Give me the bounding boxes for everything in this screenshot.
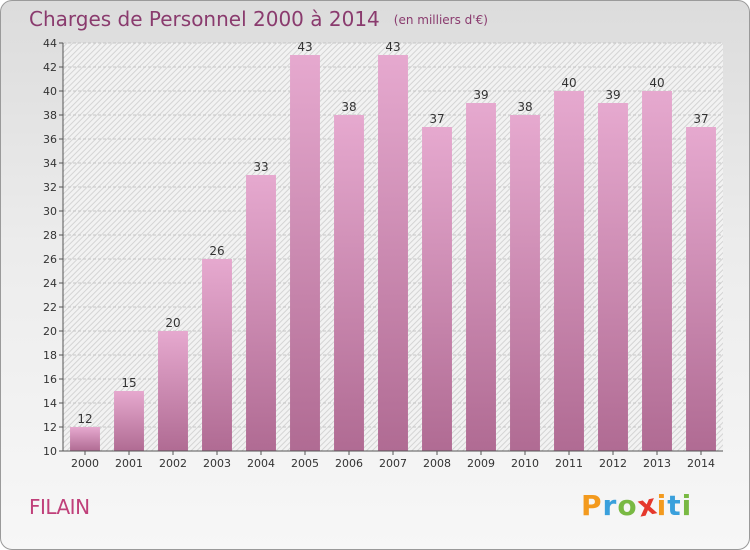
logo-letter: t — [667, 489, 682, 522]
x-tick-label-2002: 2002 — [159, 457, 187, 470]
data-label-2011: 40 — [561, 76, 576, 90]
y-tick-label: 18 — [43, 349, 57, 362]
y-tick-label: 38 — [43, 109, 57, 122]
bar-2013 — [642, 91, 672, 451]
x-tick-label-2001: 2001 — [115, 457, 143, 470]
x-tick-label-2010: 2010 — [511, 457, 539, 470]
y-tick-label: 16 — [43, 373, 57, 386]
bar-2003 — [202, 259, 232, 451]
bar-2002 — [158, 331, 188, 451]
bar-2009 — [466, 103, 496, 451]
data-label-2009: 39 — [473, 88, 488, 102]
chart-title-text: Charges de Personnel 2000 à 2014 — [29, 7, 380, 31]
logo-letter: P — [581, 489, 603, 522]
x-tick-label-2003: 2003 — [203, 457, 231, 470]
x-tick-label-2012: 2012 — [599, 457, 627, 470]
bar-2005 — [290, 55, 320, 451]
data-label-2010: 38 — [517, 100, 532, 114]
data-label-2006: 38 — [341, 100, 356, 114]
x-tick-label-2005: 2005 — [291, 457, 319, 470]
x-tick-label-2007: 2007 — [379, 457, 407, 470]
bar-2004 — [246, 175, 276, 451]
bar-2010 — [510, 115, 540, 451]
data-label-2014: 37 — [693, 112, 708, 126]
logo-letter: i — [681, 489, 693, 522]
chart-title: Charges de Personnel 2000 à 2014 (en mill… — [29, 7, 488, 31]
data-label-2003: 26 — [209, 244, 224, 258]
bar-2011 — [554, 91, 584, 451]
x-tick-label-2009: 2009 — [467, 457, 495, 470]
logo-letter: r — [602, 489, 618, 522]
bar-2001 — [114, 391, 144, 451]
x-tick-label-2000: 2000 — [71, 457, 99, 470]
bar-2012 — [598, 103, 628, 451]
y-tick-label: 26 — [43, 253, 57, 266]
y-tick-label: 22 — [43, 301, 57, 314]
x-tick-label-2011: 2011 — [555, 457, 583, 470]
y-tick-label: 24 — [43, 277, 57, 290]
logo-letter: o — [617, 489, 638, 522]
y-tick-label: 32 — [43, 181, 57, 194]
proxiti-logo: Proxiti — [581, 487, 693, 523]
bar-2000 — [70, 427, 100, 451]
y-tick-label: 36 — [43, 133, 57, 146]
x-tick-label-2006: 2006 — [335, 457, 363, 470]
y-tick-label: 34 — [43, 157, 57, 170]
bar-2014 — [686, 127, 716, 451]
x-tick-label-2008: 2008 — [423, 457, 451, 470]
data-label-2005: 43 — [297, 40, 312, 54]
y-tick-label: 10 — [43, 445, 57, 458]
data-label-2004: 33 — [253, 160, 268, 174]
x-tick-label-2004: 2004 — [247, 457, 275, 470]
x-tick-label-2013: 2013 — [643, 457, 671, 470]
x-axis: 2000 2001 2002 2003 2004 2005 2006 2007 2008 2009… — [63, 450, 723, 470]
y-tick-label: 30 — [43, 205, 57, 218]
y-tick-label: 28 — [43, 229, 57, 242]
data-label-2001: 15 — [121, 376, 136, 390]
data-label-2012: 39 — [605, 88, 620, 102]
y-tick-label: 42 — [43, 61, 57, 74]
y-axis: 10 12 14 16 18 20 22 24 26 28 30 32 34 36 38 40 42 44 — [43, 37, 64, 458]
y-tick-label: 20 — [43, 325, 57, 338]
y-tick-label: 12 — [43, 421, 57, 434]
data-label-2008: 37 — [429, 112, 444, 126]
y-tick-label: 40 — [43, 85, 57, 98]
bar-2007 — [378, 55, 408, 451]
logo-letter: i — [656, 489, 668, 522]
bars: 12 15 20 26 33 43 38 43 37 39 38 40 39 40 37 — [70, 40, 716, 451]
chart-subtitle: (en milliers d'€) — [393, 13, 488, 27]
data-label-2002: 20 — [165, 316, 180, 330]
data-label-2007: 43 — [385, 40, 400, 54]
data-label-2000: 12 — [77, 412, 92, 426]
bar-2006 — [334, 115, 364, 451]
data-label-2013: 40 — [649, 76, 664, 90]
x-tick-label-2014: 2014 — [687, 457, 715, 470]
y-tick-label: 14 — [43, 397, 57, 410]
y-tick-label: 44 — [43, 37, 57, 50]
commune-name: FILAIN — [29, 495, 90, 519]
bar-2008 — [422, 127, 452, 451]
